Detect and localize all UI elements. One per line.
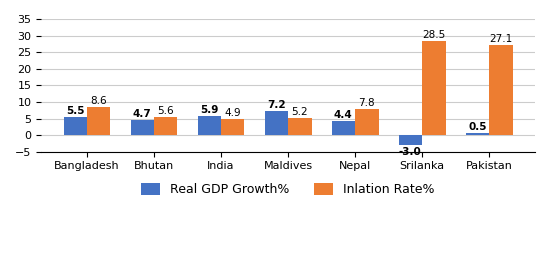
Bar — [130, 119, 154, 135]
Bar — [197, 116, 221, 135]
Bar — [466, 133, 489, 135]
Bar — [332, 121, 355, 135]
Bar — [288, 118, 311, 135]
Bar — [221, 119, 245, 135]
Bar — [422, 41, 446, 135]
Text: 5.2: 5.2 — [292, 107, 308, 117]
Text: 8.6: 8.6 — [90, 95, 107, 106]
Bar — [265, 111, 288, 135]
Bar — [154, 116, 178, 135]
Bar — [64, 117, 87, 135]
Bar — [355, 109, 378, 135]
Text: 27.1: 27.1 — [489, 34, 513, 44]
Text: 28.5: 28.5 — [422, 30, 446, 40]
Text: 4.9: 4.9 — [224, 108, 241, 118]
Text: 0.5: 0.5 — [468, 122, 487, 133]
Bar — [87, 107, 111, 135]
Text: 5.9: 5.9 — [200, 105, 218, 115]
Text: -3.0: -3.0 — [399, 147, 422, 157]
Bar — [489, 45, 513, 135]
Legend: Real GDP Growth%, Inlation Rate%: Real GDP Growth%, Inlation Rate% — [136, 178, 440, 201]
Text: 7.2: 7.2 — [267, 100, 285, 110]
Text: 4.7: 4.7 — [133, 109, 152, 119]
Text: 7.8: 7.8 — [359, 98, 375, 108]
Text: 4.4: 4.4 — [334, 109, 353, 119]
Text: 5.5: 5.5 — [66, 106, 85, 116]
Text: 5.6: 5.6 — [157, 105, 174, 116]
Bar — [399, 135, 422, 145]
